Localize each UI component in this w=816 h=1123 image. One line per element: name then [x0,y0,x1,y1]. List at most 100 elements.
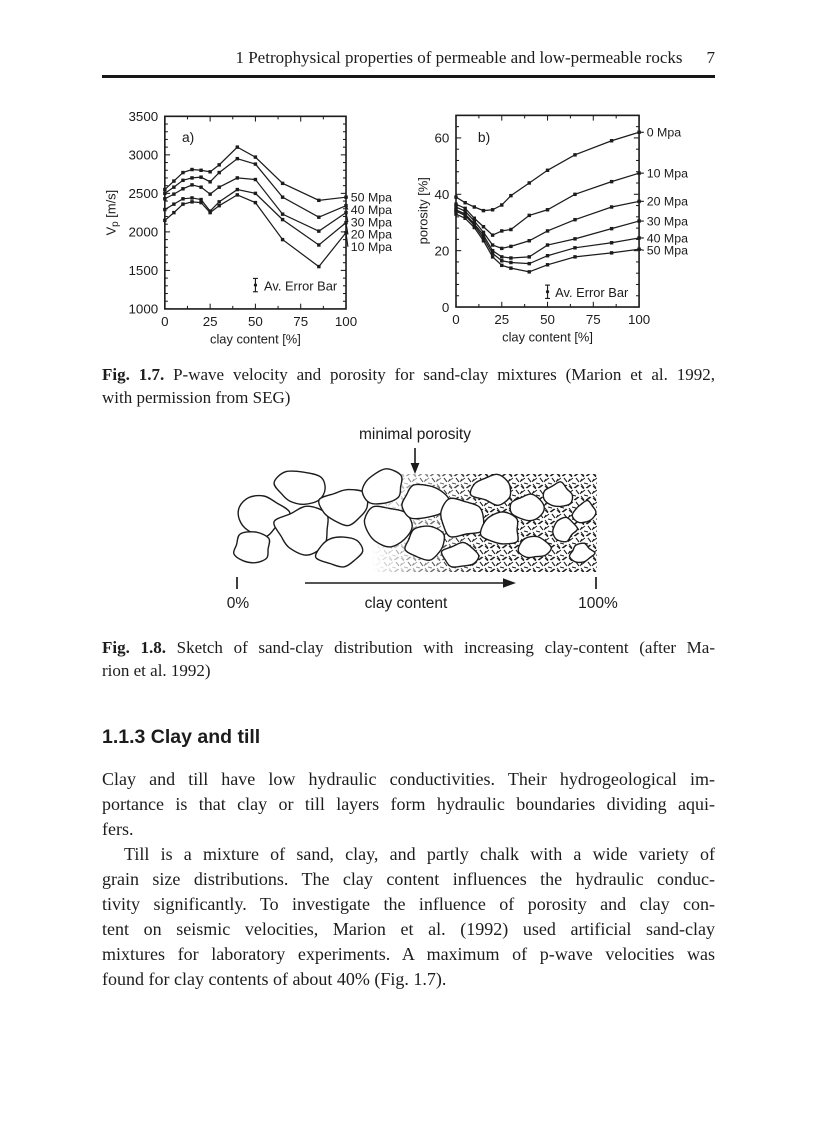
sand-grain [509,493,546,522]
sand-grain [273,470,326,506]
legend-label: 30 Mpa [351,215,392,229]
pwave-velocity-chart: 0 25 50 75 100 1000 1500 2000 2500 3000 3500 50 Mpa… [103,109,392,346]
sand-grain [363,505,413,548]
x-tick-label: 0 [161,314,168,329]
legend-label: 50 Mpa [646,244,687,258]
axis-ticks [164,115,347,310]
caption-label: Fig. 1.8. [102,638,167,657]
sand-grain [401,483,450,520]
figure-1-8-caption: Fig. 1.8. Sketch of sand-clay distributi… [102,636,715,682]
legend-label: 50 Mpa [351,191,392,205]
legend-leader [345,205,349,210]
body-line: portance is that clay or till layers for… [102,794,715,814]
series-10-mpa [163,193,348,269]
legend-label: 40 Mpa [646,231,687,245]
panel-label: b) [478,129,490,145]
body-line: fers. [102,819,134,839]
svg-text:Av. Error Bar: Av. Error Bar [555,285,629,300]
x-tick-label: 25 [494,312,509,327]
body-line: tivity significantly. To investigate the… [102,894,715,914]
figure-1-7: 0 25 50 75 100 1000 1500 2000 2500 3000 3500 50 Mpa… [100,98,715,353]
legend-label: 30 Mpa [646,214,687,228]
down-arrow-icon [410,448,420,474]
y-tick-label: 40 [434,187,449,202]
running-title: 1 Petrophysical properties of permeable … [235,48,683,67]
y-axis-label: Vp [m/s] [103,190,121,236]
sand-grain [517,535,553,559]
x-axis-label: clay content [%] [502,329,593,344]
y-tick-label: 3000 [129,148,159,163]
panel-label: a) [182,129,194,145]
sand-grain [568,542,596,564]
sand-grain [232,531,271,564]
sand-grain [542,481,574,508]
caption-line: Fig. 1.7. P-wave velocity and porosity f… [102,365,715,384]
series-50-mpa [163,145,348,203]
caption-label: Fig. 1.7. [102,365,165,384]
body-line: Till is a mixture of sand, clay, and par… [124,844,715,864]
section-heading: 1.1.3 Clay and till [102,726,261,748]
series-30-mpa [163,176,348,233]
legend-label: 20 Mpa [646,195,687,209]
series-40-mpa [163,156,348,219]
y-tick-label: 2000 [129,225,159,240]
caption-line: rion et al. 1992) [102,661,211,680]
clay-content-label: clay content [365,595,448,612]
x-tick-label: 0 [452,312,459,327]
y-tick-label: 3500 [129,109,159,124]
svg-text:Av. Error Bar: Av. Error Bar [264,278,338,293]
legend-leader [345,232,349,247]
legend-label: 0 Mpa [646,126,681,140]
y-tick-label: 20 [434,243,449,258]
body-line: grain size distributions. The clay conte… [102,869,715,889]
sand-grain [237,494,291,538]
y-tick-label: 1500 [129,263,159,278]
x-tick-label: 100 [628,312,650,327]
series-20-mpa [453,199,641,251]
sand-grain [571,499,597,524]
sand-grain [440,541,480,568]
series-50-mpa [453,212,641,274]
porosity-chart: 0 25 50 75 100 0 20 40 60 0 Mpa 10 Mpa 20 Mpa 30 Mpa… [415,114,688,344]
figure-1-7-caption: Fig. 1.7. P-wave velocity and porosity f… [102,363,715,409]
legend-leader [345,222,349,235]
error-bar-annotation: Av. Error Bar [544,284,629,300]
caption-line: with permission from SEG) [102,388,291,407]
y-tick-label: 1000 [129,302,159,317]
sand-grain [318,488,369,527]
legend-label: 20 Mpa [351,228,392,242]
sand-grain [314,536,364,568]
body-line: found for clay contents of about 40% (Fi… [102,969,447,989]
legend-label: 10 Mpa [351,240,392,254]
section-body: Clay and till have low hydraulic conduct… [102,767,715,992]
x-tick-label: 100 [335,314,357,329]
sand-grain [552,516,579,543]
series-20-mpa [163,187,348,247]
series-40-mpa [453,209,641,266]
y-tick-label: 2500 [129,186,159,201]
sketch-axis [236,577,597,589]
body-line: Clay and till have low hydraulic conduct… [102,769,715,789]
x-tick-label: 75 [586,312,601,327]
page-number: 7 [706,48,716,67]
sand-grains [232,468,597,568]
y-axis-label: porosity [%] [415,177,430,244]
sand-grain [361,468,403,505]
body-line: mixtures for laboratory experiments. A m… [102,944,715,964]
sand-grain [469,473,512,506]
legend-label: 10 Mpa [646,166,687,180]
header-rule [102,75,715,78]
x-tick-label: 50 [248,314,263,329]
y-tick-label: 0 [442,300,449,315]
sand-grain [440,497,485,538]
minimal-porosity-label: minimal porosity [359,426,471,443]
x-tick-label: 75 [293,314,308,329]
body-line: tent on seismic velocities, Marion et al… [102,919,715,939]
error-bar-annotation: Av. Error Bar [252,277,338,293]
series-10-mpa [453,171,641,237]
right-tick-label: 100% [578,595,618,612]
legend-leader [638,248,644,251]
caption-line: Fig. 1.8. Sketch of sand-clay distributi… [102,638,715,657]
sand-clay-sketch: minimal porosity 0% clay content 100% [227,426,618,612]
